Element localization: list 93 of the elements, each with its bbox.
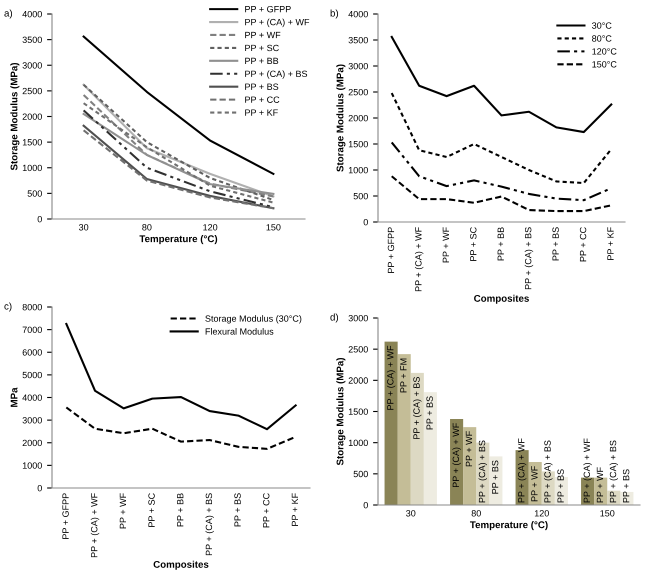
legend-label: Storage Modulus (30°C): [205, 315, 302, 324]
text: d): [330, 313, 338, 323]
legend-label: PP + BS: [245, 84, 278, 90]
text: b): [330, 9, 338, 19]
x-tick-label: 150: [266, 224, 281, 230]
y-tick-label: 4000: [348, 10, 368, 18]
legend-label: PP + CC: [245, 96, 280, 103]
y-tick-label: 2500: [348, 88, 368, 96]
y-axis-title: Storage Modulus (MPa): [336, 358, 346, 466]
legend-label: PP + BB: [245, 58, 278, 64]
data-label: PP + BS: [426, 396, 433, 430]
legend-label: PP + GFPP: [245, 6, 291, 12]
x-tick-label: PP + BS: [234, 493, 241, 526]
y-tick-label: 2000: [22, 440, 42, 446]
y-axis-title: MPa: [10, 387, 18, 407]
x-axis-title: Composites: [154, 560, 208, 570]
legend-label: PP + KF: [245, 109, 278, 116]
y-tick-label: 1000: [22, 462, 42, 469]
y-tick-label: 2000: [348, 377, 368, 384]
y-tick-label: 2500: [22, 88, 42, 94]
y-tick-label: 8000: [22, 304, 42, 310]
y-tick-label: 0: [38, 484, 42, 492]
y-tick-label: 4000: [22, 394, 42, 401]
y-tick-label: 3000: [348, 62, 368, 70]
x-tick-label: PP + GFPP: [62, 493, 69, 539]
x-tick-label: PP + CC: [580, 227, 586, 262]
y-tick-label: 3000: [348, 314, 368, 322]
x-tick-label: 30: [78, 224, 88, 230]
y-tick-label: 500: [28, 190, 42, 197]
y-tick-label: 3000: [22, 62, 42, 69]
legend-label: 120°C: [592, 48, 617, 55]
text: c): [4, 302, 12, 312]
y-tick-label: 2500: [348, 346, 368, 353]
x-tick-label: 80: [472, 510, 481, 516]
y-tick-label: 1500: [348, 408, 368, 415]
legend-label: 80°C: [592, 35, 612, 42]
y-tick-label: 3500: [348, 36, 368, 44]
x-tick-label: PP + SC: [148, 493, 155, 527]
data-label: PP + FM: [400, 358, 407, 392]
y-tick-label: 5000: [22, 372, 42, 378]
x-tick-label: PP + BB: [498, 227, 504, 260]
legend-label: Flexural Modulus: [206, 328, 274, 335]
x-tick-label: PP + (CA) + WF: [414, 227, 424, 292]
legend-label: PP + (CA) + BS: [245, 70, 308, 79]
y-tick-label: 1000: [22, 164, 42, 172]
x-tick-label: 80: [142, 224, 152, 230]
y-tick-label: 1500: [22, 139, 42, 146]
y-tick-label: 1000: [348, 166, 368, 174]
x-tick-label: 150: [600, 510, 614, 516]
y-tick-label: 500: [354, 192, 368, 200]
y-tick-label: 6000: [22, 349, 42, 356]
y-axis-title: Storage Modulus (MPa): [336, 64, 346, 172]
x-tick-label: PP + KF: [292, 493, 298, 526]
x-tick-label: PP + CC: [263, 493, 270, 528]
y-tick-label: 1500: [348, 140, 368, 148]
x-tick-label: PP + BS: [552, 227, 559, 260]
x-tick-label: PP + GFPP: [388, 227, 394, 273]
y-axis-title: Storage Modulus (MPa): [10, 62, 20, 170]
y-tick-label: 1000: [348, 440, 368, 446]
legend-label: 30°C: [592, 22, 612, 29]
legend-label: PP + WF: [245, 32, 280, 38]
x-axis-title: Temperature (°C): [470, 521, 548, 530]
x-tick-label: 30: [406, 510, 416, 516]
y-tick-label: 3500: [22, 36, 42, 43]
data-label: PP + WF: [466, 431, 472, 466]
data-label: PP + BS: [492, 460, 498, 494]
legend-label: 150°C: [592, 61, 617, 68]
x-tick-label: PP + (CA) + BS: [205, 493, 214, 556]
y-tick-label: 2000: [22, 113, 42, 120]
text: a): [4, 9, 12, 19]
x-axis-title: Temperature (°C): [139, 235, 218, 244]
x-tick-label: PP + WF: [120, 493, 126, 528]
y-tick-label: 500: [354, 470, 368, 478]
x-tick-label: PP + SC: [470, 227, 476, 261]
y-tick-label: 2000: [348, 114, 368, 122]
x-tick-label: PP + KF: [607, 227, 614, 260]
x-tick-label: PP + BB: [177, 493, 184, 526]
x-tick-label: 120: [534, 510, 549, 516]
legend-label: PP + (CA) + WF: [245, 18, 310, 28]
x-tick-label: 120: [203, 224, 218, 230]
x-tick-label: PP + WF: [442, 227, 449, 262]
y-tick-label: 7000: [22, 326, 42, 333]
y-tick-label: 3000: [22, 417, 42, 424]
x-tick-label: PP + (CA) + WF: [90, 493, 100, 558]
y-tick-label: 0: [364, 218, 368, 226]
y-tick-label: 4000: [22, 10, 42, 18]
data-label: PP + (CA) + BS: [413, 377, 422, 439]
x-axis-title: Composites: [474, 294, 529, 304]
y-tick-label: 0: [38, 216, 42, 222]
data-label: PP + (CA) + WF: [386, 346, 396, 410]
y-tick-label: 0: [364, 502, 368, 508]
legend-label: PP + SC: [245, 44, 279, 52]
x-tick-label: PP + (CA) + BS: [524, 227, 534, 290]
